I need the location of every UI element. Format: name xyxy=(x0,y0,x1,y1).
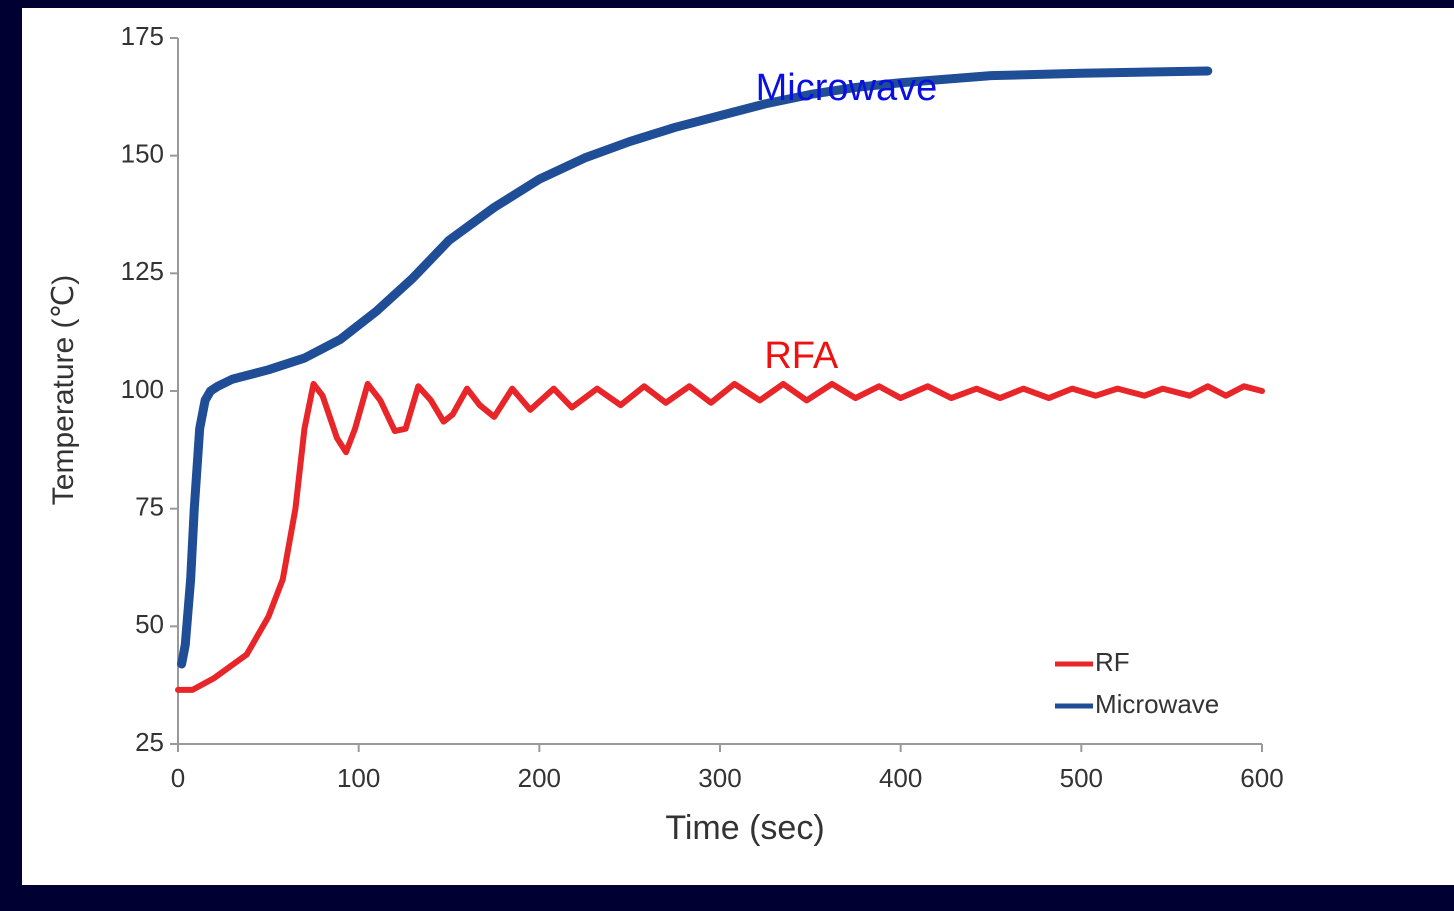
x-tick-label: 200 xyxy=(518,763,561,793)
series-line xyxy=(177,66,1213,669)
chart-background xyxy=(22,8,1454,885)
y-tick-label: 50 xyxy=(135,609,164,639)
x-tick-label: 500 xyxy=(1060,763,1103,793)
y-tick-label: 125 xyxy=(121,256,164,286)
y-tick-label: 100 xyxy=(121,374,164,404)
x-tick-label: 600 xyxy=(1240,763,1283,793)
y-tick-label: 25 xyxy=(135,727,164,757)
annotation: Microwave xyxy=(756,67,938,109)
x-tick-label: 0 xyxy=(171,763,185,793)
x-tick-label: 100 xyxy=(337,763,380,793)
annotation: RFA xyxy=(764,335,839,377)
x-tick-label: 300 xyxy=(698,763,741,793)
x-tick-label: 400 xyxy=(879,763,922,793)
y-tick-label: 75 xyxy=(135,492,164,522)
y-axis-title: Temperature (℃) xyxy=(47,275,80,505)
legend-label: Microwave xyxy=(1095,689,1219,719)
x-axis-title: Time (sec) xyxy=(665,809,824,847)
series-line xyxy=(175,380,1265,693)
y-tick-label: 150 xyxy=(121,139,164,169)
legend-label: RF xyxy=(1095,647,1130,677)
y-tick-label: 175 xyxy=(121,21,164,51)
